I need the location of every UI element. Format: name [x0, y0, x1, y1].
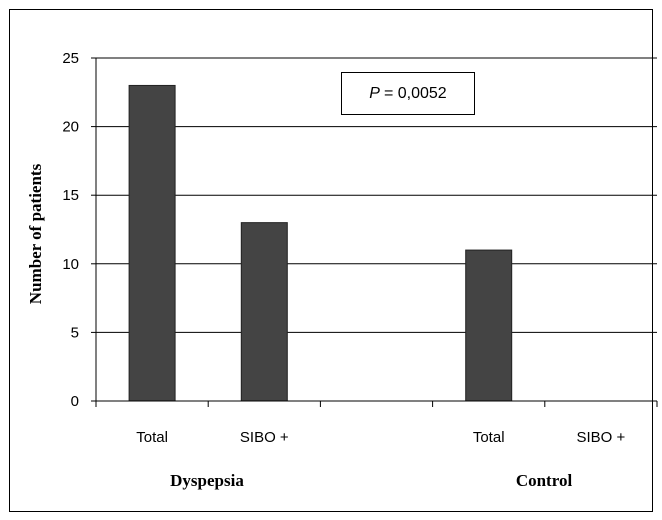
p-value: = 0,0052: [383, 84, 447, 102]
bars: [128, 84, 513, 402]
grid-lines: [91, 57, 657, 402]
group-label-dyspepsia: Dyspepsia: [170, 471, 244, 490]
y-tick-label: 20: [62, 119, 79, 136]
x-tick-label: Total: [136, 429, 168, 446]
y-tick-label: 0: [71, 393, 79, 410]
x-tick-label: Total: [473, 429, 505, 446]
chart-frame: [9, 9, 653, 512]
y-tick-label: 5: [71, 324, 79, 341]
bar: [465, 249, 513, 402]
x-tick-labels: Total SIBO + Total SIBO +: [136, 429, 625, 446]
bar: [128, 84, 176, 402]
x-tick-label: SIBO +: [240, 429, 289, 446]
p-symbol: P: [369, 84, 380, 102]
y-tick-label: 10: [62, 256, 79, 273]
axes: [95, 58, 658, 407]
y-tick-label: 15: [62, 187, 79, 204]
x-tick-label: SIBO +: [577, 429, 626, 446]
y-tick-label: 25: [62, 50, 79, 67]
y-axis-label: Number of patients: [26, 163, 45, 304]
group-label-control: Control: [516, 471, 573, 490]
y-tick-labels: 0 5 10 15 20 25: [62, 50, 79, 410]
p-value-annotation: P = 0,0052: [341, 72, 475, 115]
bar: [240, 222, 288, 402]
